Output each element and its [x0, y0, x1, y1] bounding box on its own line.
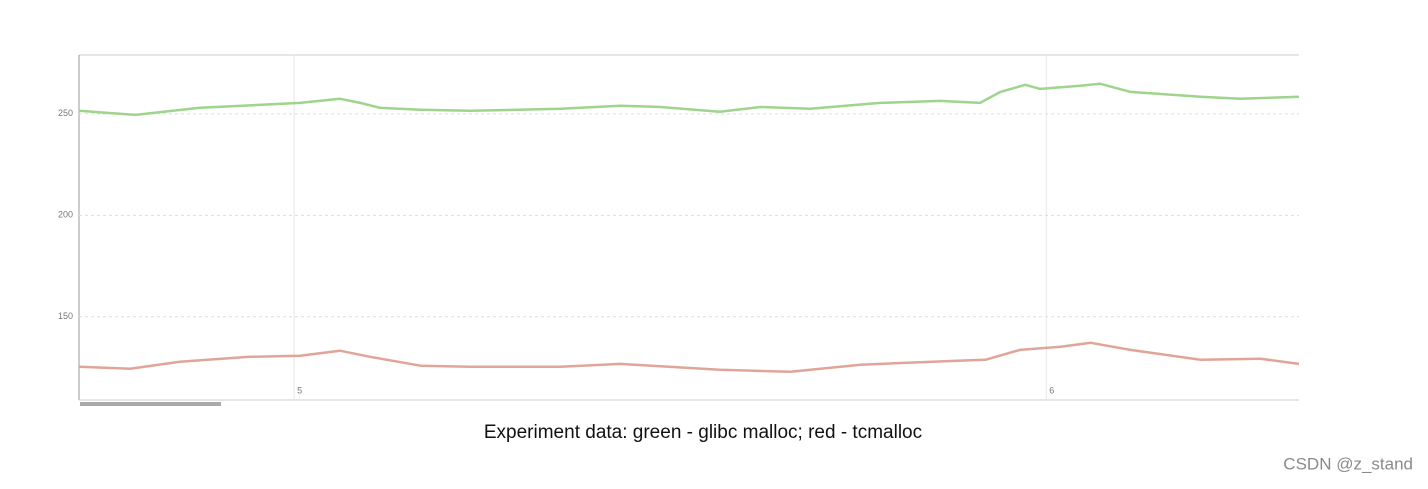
watermark: CSDN @z_stand	[1283, 454, 1413, 473]
data-line	[78, 341, 1300, 374]
y-tick-label: 200	[58, 210, 73, 220]
y-tick-label: 250	[58, 108, 73, 118]
x-tick-label: 6	[1049, 385, 1054, 395]
data-line	[78, 82, 1300, 117]
chart-caption: Experiment data: green - glibc malloc; r…	[484, 422, 922, 443]
y-tick-label: 150	[58, 311, 73, 321]
scrollbar[interactable]	[80, 402, 221, 406]
x-tick-label: 5	[297, 385, 302, 395]
